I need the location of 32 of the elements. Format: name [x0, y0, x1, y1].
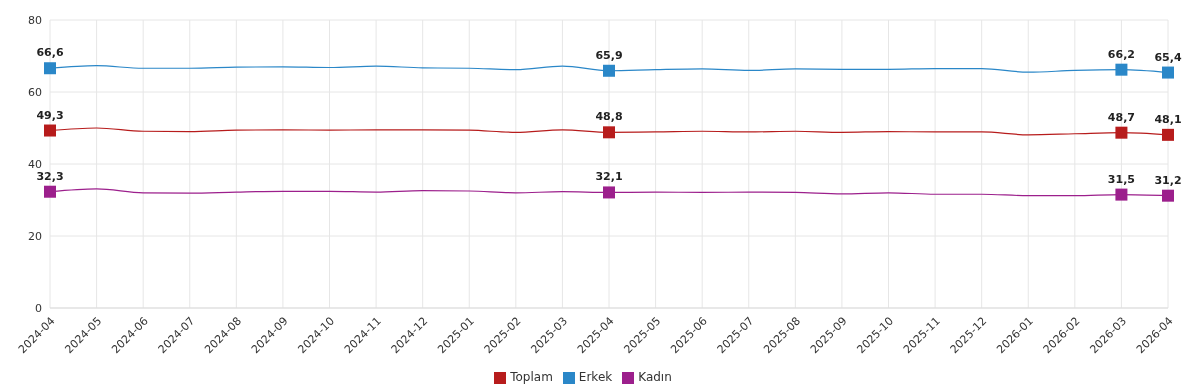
data-label: 31,5 — [1107, 172, 1135, 186]
legend-label: Erkek — [578, 370, 613, 384]
y-tick-label: 20 — [28, 229, 42, 243]
data-label: 32,1 — [595, 170, 623, 184]
point — [1162, 128, 1174, 141]
data-label: 48,1 — [1154, 112, 1182, 126]
point — [44, 185, 56, 198]
point — [603, 126, 615, 139]
point — [44, 124, 56, 137]
point — [603, 186, 615, 199]
point — [1115, 63, 1128, 76]
data-label: 48,8 — [595, 110, 623, 124]
y-tick-label: 0 — [35, 301, 42, 315]
data-label: 66,6 — [36, 46, 64, 60]
data-label: 66,2 — [1107, 47, 1135, 61]
data-label: 65,4 — [1154, 50, 1182, 64]
data-label: 48,7 — [1107, 110, 1135, 124]
legend-label: Kadın — [638, 370, 672, 384]
data-label: 49,3 — [36, 108, 64, 122]
y-tick-label: 80 — [28, 13, 42, 27]
y-tick-label: 60 — [28, 85, 42, 99]
data-label: 65,9 — [595, 48, 623, 62]
point — [1115, 188, 1128, 201]
point — [44, 62, 56, 75]
point — [1162, 66, 1174, 79]
data-label: 32,3 — [36, 169, 64, 183]
legend-label: Toplam — [510, 370, 553, 384]
data-label: 31,2 — [1154, 173, 1182, 187]
y-tick-label: 40 — [28, 157, 42, 171]
point — [1162, 189, 1174, 202]
point — [603, 64, 615, 77]
point — [1115, 126, 1128, 139]
